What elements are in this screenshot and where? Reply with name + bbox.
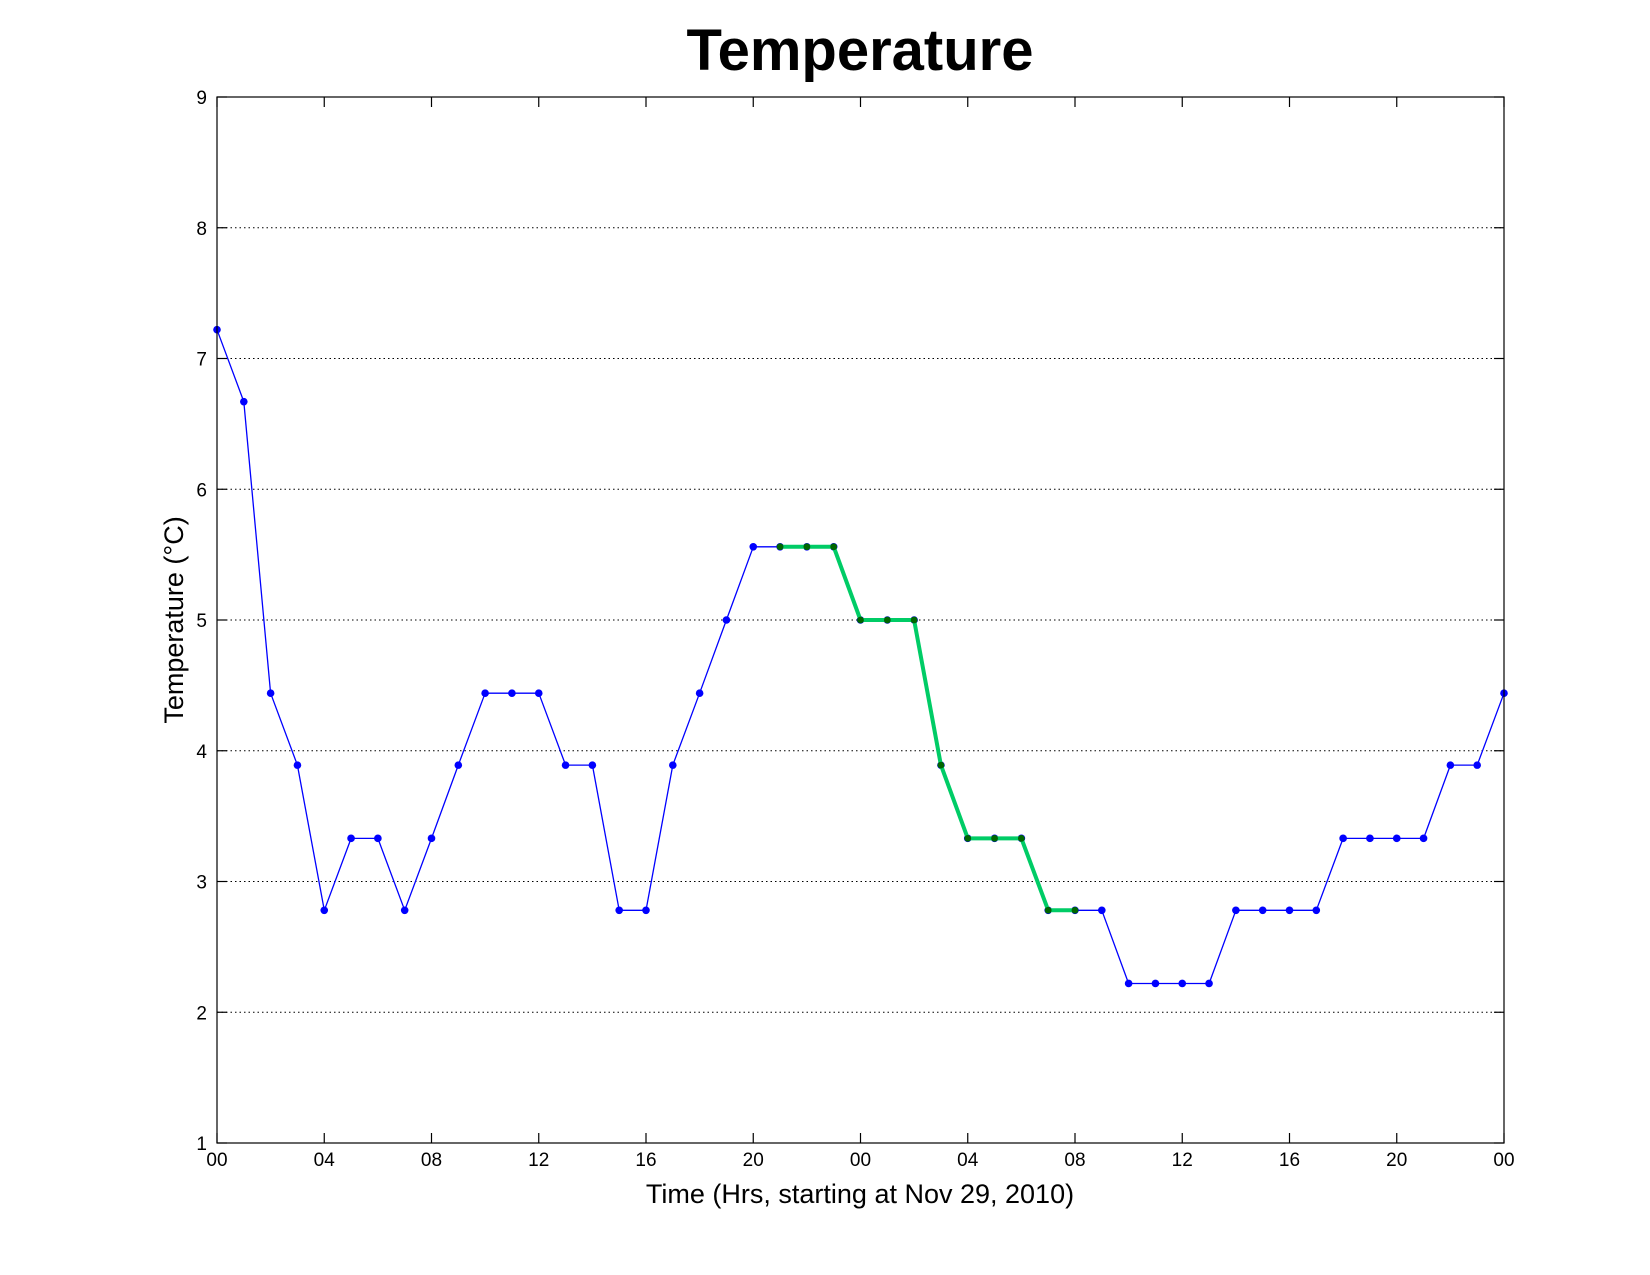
x-tick-label: 08: [421, 1150, 442, 1171]
temperature-point: [669, 761, 677, 769]
x-tick-label: 04: [957, 1150, 979, 1171]
y-tick-label: 2: [196, 1003, 207, 1024]
highlight-point: [1071, 906, 1079, 914]
x-tick-label: 16: [1279, 1150, 1300, 1171]
x-tick-label: 12: [1172, 1150, 1193, 1171]
highlight-point: [937, 761, 945, 769]
highlight-point: [1017, 834, 1025, 842]
temperature-point: [266, 689, 275, 698]
temperature-point: [427, 834, 436, 843]
y-tick-label: 1: [196, 1134, 207, 1155]
temperature-point: [1151, 979, 1160, 988]
temperature-point: [722, 616, 731, 624]
temperature-point: [1205, 979, 1213, 988]
temperature-point: [588, 761, 597, 769]
temperature-point: [240, 397, 248, 406]
x-tick-label: 16: [635, 1150, 656, 1171]
x-tick-label: 12: [528, 1150, 549, 1171]
y-tick-label: 3: [196, 873, 207, 894]
y-tick-label: 4: [196, 742, 207, 763]
temperature-point: [481, 689, 489, 698]
temperature-point: [561, 761, 570, 769]
highlight-series-line: [780, 544, 1075, 913]
temperature-point: [695, 689, 704, 698]
temperature-point: [1232, 906, 1240, 915]
x-tick-label: 00: [850, 1150, 871, 1171]
highlight-point: [964, 834, 972, 842]
temperature-point: [749, 542, 758, 551]
temperature-point: [1446, 761, 1455, 769]
highlight-point: [1044, 906, 1052, 914]
temperature-point: [1312, 906, 1321, 915]
x-tick-label: 20: [743, 1150, 764, 1171]
highlight-point: [803, 543, 811, 551]
y-tick-label: 6: [196, 480, 207, 501]
temperature-point: [1124, 979, 1133, 988]
y-tick-label: 8: [196, 219, 207, 240]
highlight-point: [857, 616, 864, 624]
y-axis-label: Temperature (°C): [159, 516, 189, 723]
highlight-point: [991, 834, 998, 842]
temperature-point: [1098, 906, 1106, 915]
x-tick-label: 00: [206, 1150, 227, 1171]
temperature-point: [454, 761, 463, 769]
temperature-point: [642, 906, 650, 915]
highlight-point: [830, 543, 838, 551]
temperature-point: [1392, 834, 1401, 843]
temperature-point: [534, 689, 543, 698]
temperature-point: [400, 906, 409, 915]
temperature-point: [1178, 979, 1187, 988]
temperature-point: [293, 761, 302, 769]
temperature-point: [1473, 761, 1481, 769]
highlight-point: [910, 616, 918, 624]
series-group: [213, 325, 1508, 988]
temperature-point: [615, 906, 623, 915]
y-tick-label: 7: [196, 350, 207, 371]
highlight-point: [883, 616, 891, 624]
temperature-point: [320, 906, 329, 915]
temperature-series-line: [216, 329, 1505, 985]
temperature-point: [374, 834, 382, 843]
y-tick-label: 9: [196, 88, 207, 109]
x-tick-label: 04: [314, 1150, 336, 1171]
temperature-point: [1258, 906, 1267, 915]
temperature-point: [1419, 834, 1428, 843]
x-tick-label: 00: [1493, 1150, 1514, 1171]
temperature-point: [1366, 834, 1374, 843]
x-tick-label: 20: [1386, 1150, 1407, 1171]
temperature-point: [508, 689, 516, 698]
temperature-point: [1285, 906, 1294, 915]
x-axis-label: Time (Hrs, starting at Nov 29, 2010): [646, 1179, 1074, 1209]
chart-title: Temperature: [686, 18, 1033, 83]
temperature-point: [347, 834, 355, 843]
y-tick-label: 5: [196, 611, 207, 632]
temperature-point: [1339, 834, 1347, 843]
x-tick-label: 08: [1064, 1150, 1085, 1171]
highlight-point: [776, 543, 784, 551]
